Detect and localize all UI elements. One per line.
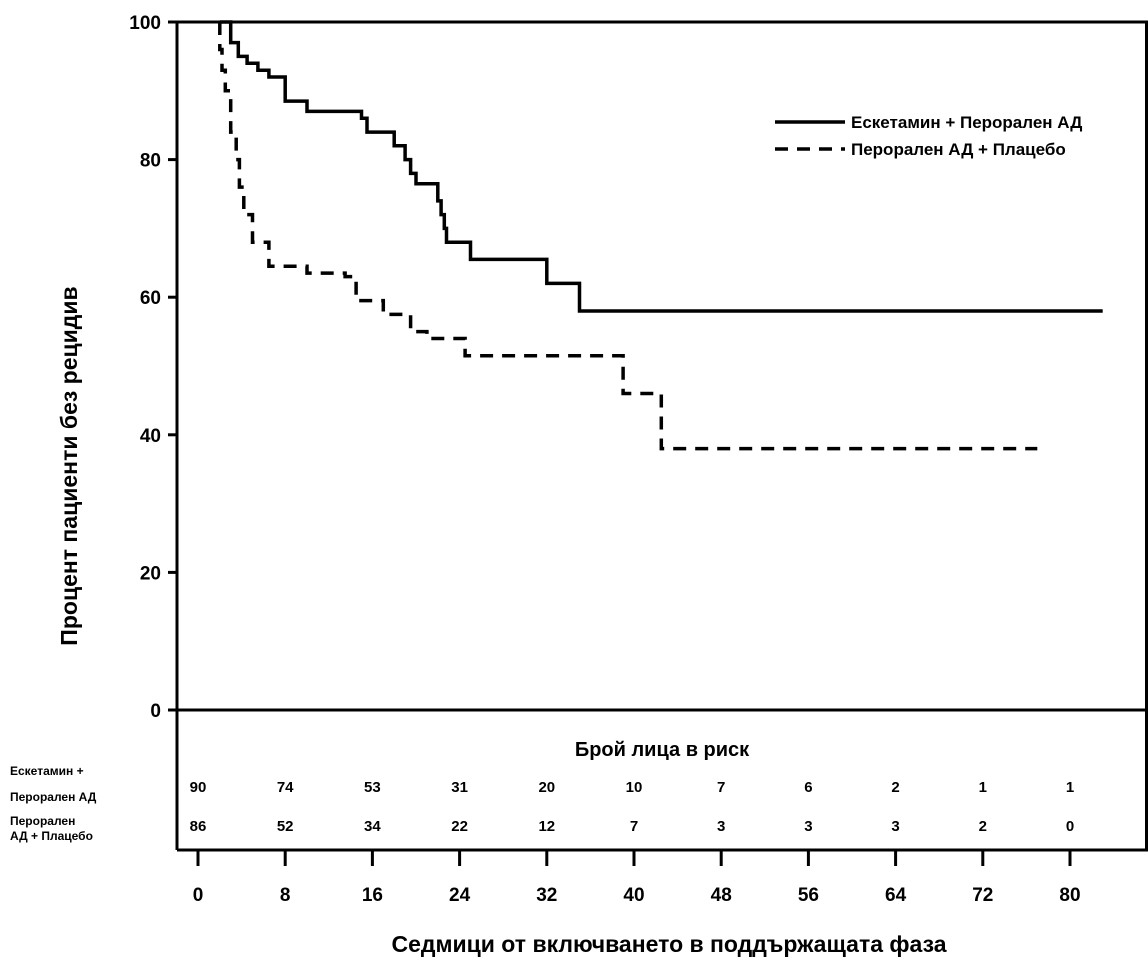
x-tick-label: 16: [362, 885, 383, 906]
risk-value: 20: [538, 779, 555, 796]
risk-value: 22: [451, 818, 468, 835]
x-tick-label: 72: [972, 885, 993, 906]
risk-value: 3: [804, 818, 812, 835]
x-tick-label: 56: [798, 885, 819, 906]
legend-label-2: Перорален АД + Плацебо: [851, 140, 1066, 159]
y-axis-label: Процент пациенти без рецидив: [56, 286, 82, 645]
risk-table-title: Брой лица в риск: [575, 739, 750, 761]
x-tick-label: 40: [623, 885, 644, 906]
risk-value: 90: [190, 779, 207, 796]
legend-label-1: Ескетамин + Перорален АД: [851, 113, 1082, 132]
y-axis: 0 20 40 60 80 100: [129, 13, 177, 722]
legend: Ескетамин + Перорален АД Перорален АД + П…: [775, 113, 1082, 159]
risk-value: 3: [717, 818, 725, 835]
series-line-2: [218, 22, 1038, 451]
risk-value: 86: [190, 818, 207, 835]
risk-value: 1: [1066, 779, 1074, 796]
risk-value: 2: [979, 818, 987, 835]
y-tick-label: 60: [140, 288, 161, 309]
risk-table: Брой лица в риск Ескетамин + Перорален АД 9…: [10, 739, 1074, 843]
risk-value: 0: [1066, 818, 1074, 835]
risk-value: 2: [891, 779, 899, 796]
risk-value: 6: [804, 779, 812, 796]
x-tick-label: 64: [885, 885, 907, 906]
x-tick-label: 24: [449, 885, 471, 906]
risk-row-label-2: Перорален: [10, 814, 75, 828]
y-tick-label: 40: [140, 426, 161, 447]
y-tick-label: 20: [140, 563, 161, 584]
x-tick-label: 0: [193, 885, 204, 906]
series-lines: [218, 20, 1103, 451]
risk-value: 52: [277, 818, 294, 835]
y-tick-label: 100: [129, 13, 161, 34]
risk-value: 7: [630, 818, 638, 835]
x-tick-label: 32: [536, 885, 557, 906]
risk-value: 53: [364, 779, 381, 796]
risk-value: 74: [277, 779, 294, 796]
risk-value: 31: [451, 779, 468, 796]
y-tick-label: 80: [140, 151, 161, 172]
risk-value: 10: [626, 779, 643, 796]
risk-value: 1: [979, 779, 987, 796]
series-line-1: [219, 20, 1103, 313]
x-tick-label: 8: [280, 885, 291, 906]
risk-row-label-1: Ескетамин +: [10, 764, 84, 778]
x-tick-label: 48: [711, 885, 732, 906]
risk-value: 34: [364, 818, 381, 835]
x-axis: 0 8 16 24 32 40 48 56 64 72 80: [177, 848, 1148, 906]
x-tick-label: 80: [1059, 885, 1080, 906]
risk-row-label-1: Перорален АД: [10, 790, 97, 804]
risk-row-label-2: АД + Плацебо: [10, 829, 93, 843]
risk-value: 3: [891, 818, 899, 835]
y-tick-label: 0: [150, 701, 161, 722]
x-axis-label: Седмици от включването в поддържащата фа…: [391, 931, 946, 957]
risk-value: 12: [538, 818, 555, 835]
risk-value: 7: [717, 779, 725, 796]
